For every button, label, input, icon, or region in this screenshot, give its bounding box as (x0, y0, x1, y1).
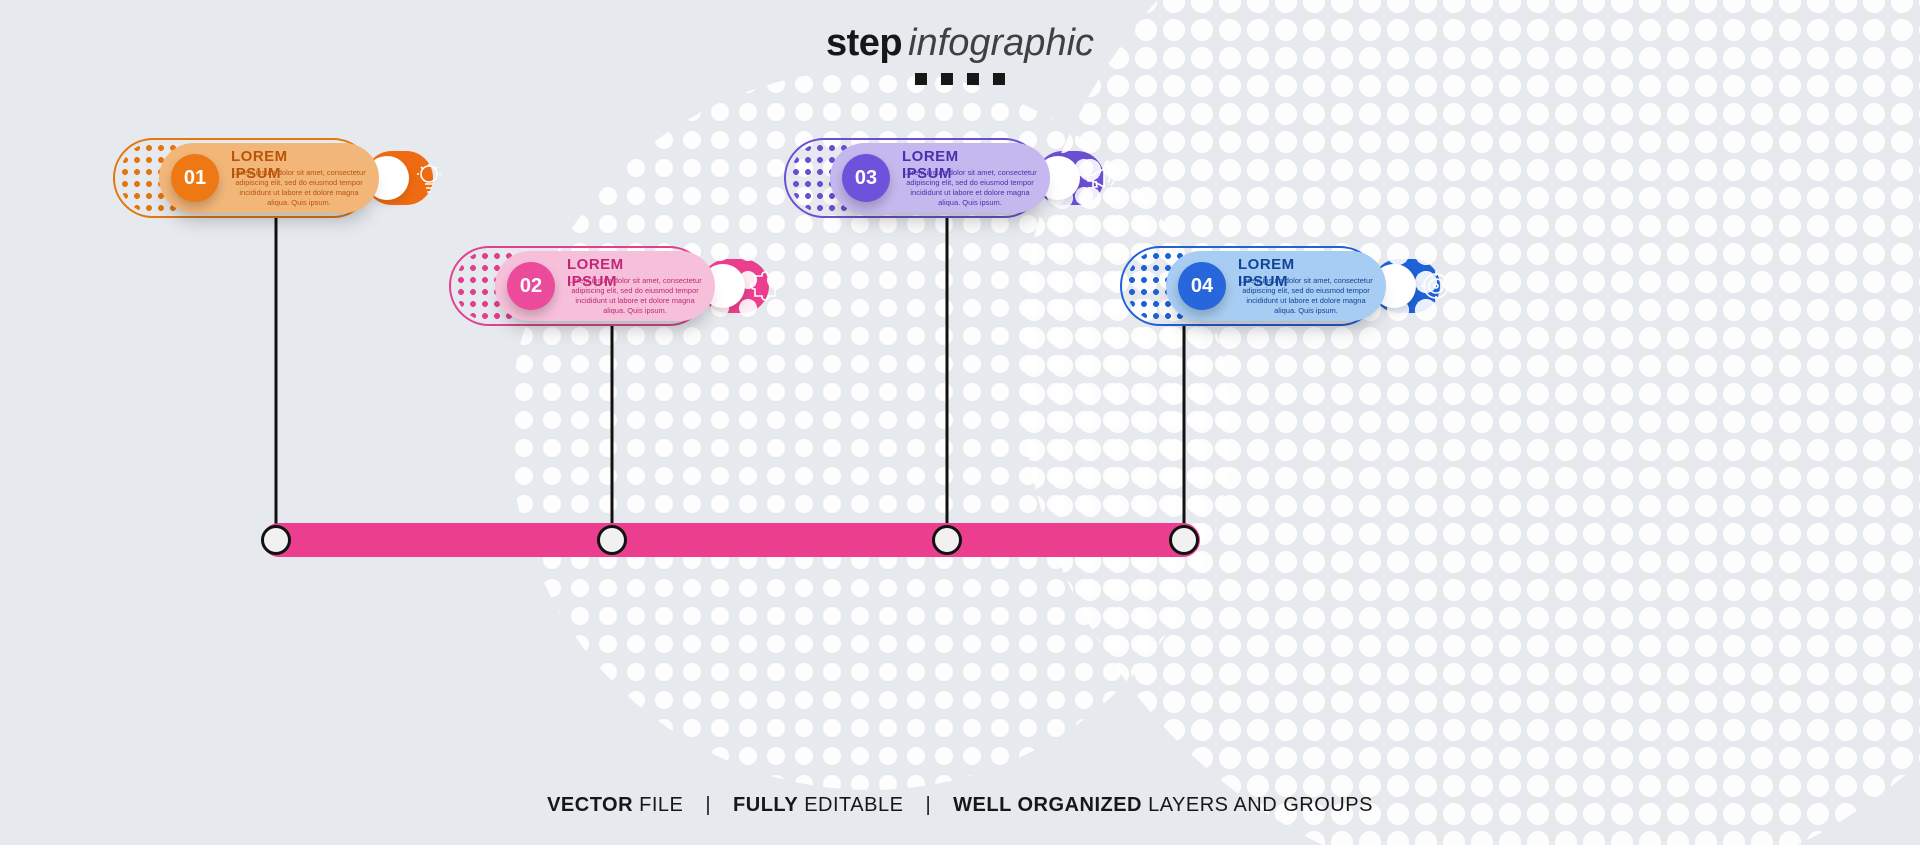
step-body: Lorem ipsum dolor sit amet, consectetur … (231, 168, 367, 209)
footer-light: LAYERS AND GROUPS (1142, 794, 1373, 816)
timeline-node (261, 525, 291, 555)
timeline-node (1169, 525, 1199, 555)
footer-separator: | (925, 794, 931, 816)
footer-bold: FULLY (733, 794, 798, 816)
title-text: stepinfographic (826, 22, 1094, 65)
step-number-badge: 02 (507, 262, 555, 310)
footer-bold: VECTOR (547, 794, 633, 816)
title-bold: step (826, 22, 902, 64)
footer-bold: WELL ORGANIZED (953, 794, 1142, 816)
bulb-icon (413, 162, 445, 194)
title-block: stepinfographic (826, 22, 1094, 85)
title-dot (941, 73, 953, 85)
title-dots (826, 73, 1094, 85)
connector-line (946, 218, 949, 525)
connector-line (1183, 326, 1186, 525)
footer-separator: | (705, 794, 711, 816)
step-body: Lorem ipsum dolor sit amet, consectetur … (1238, 276, 1374, 317)
step-body: Lorem ipsum dolor sit amet, consectetur … (902, 168, 1038, 209)
megaphone-icon (1084, 162, 1116, 194)
title-light: infographic (908, 22, 1094, 64)
footer-light: EDITABLE (798, 794, 903, 816)
timeline-bar (262, 523, 1200, 557)
title-dot (993, 73, 1005, 85)
puzzle-icon (749, 270, 781, 302)
timeline-node (932, 525, 962, 555)
target-icon (1420, 270, 1452, 302)
step-number-badge: 04 (1178, 262, 1226, 310)
title-dot (967, 73, 979, 85)
step-body: Lorem ipsum dolor sit amet, consectetur … (567, 276, 703, 317)
connector-line (275, 218, 278, 525)
timeline-node (597, 525, 627, 555)
step-number-badge: 01 (171, 154, 219, 202)
title-dot (915, 73, 927, 85)
footer-text: VECTOR FILE | FULLY EDITABLE | WELL ORGANIZE… (547, 794, 1373, 817)
step-number-badge: 03 (842, 154, 890, 202)
connector-line (611, 326, 614, 525)
footer-light: FILE (633, 794, 683, 816)
infographic-canvas: stepinfographic 01LOREM IPSUMLorem ipsum… (0, 0, 1920, 845)
